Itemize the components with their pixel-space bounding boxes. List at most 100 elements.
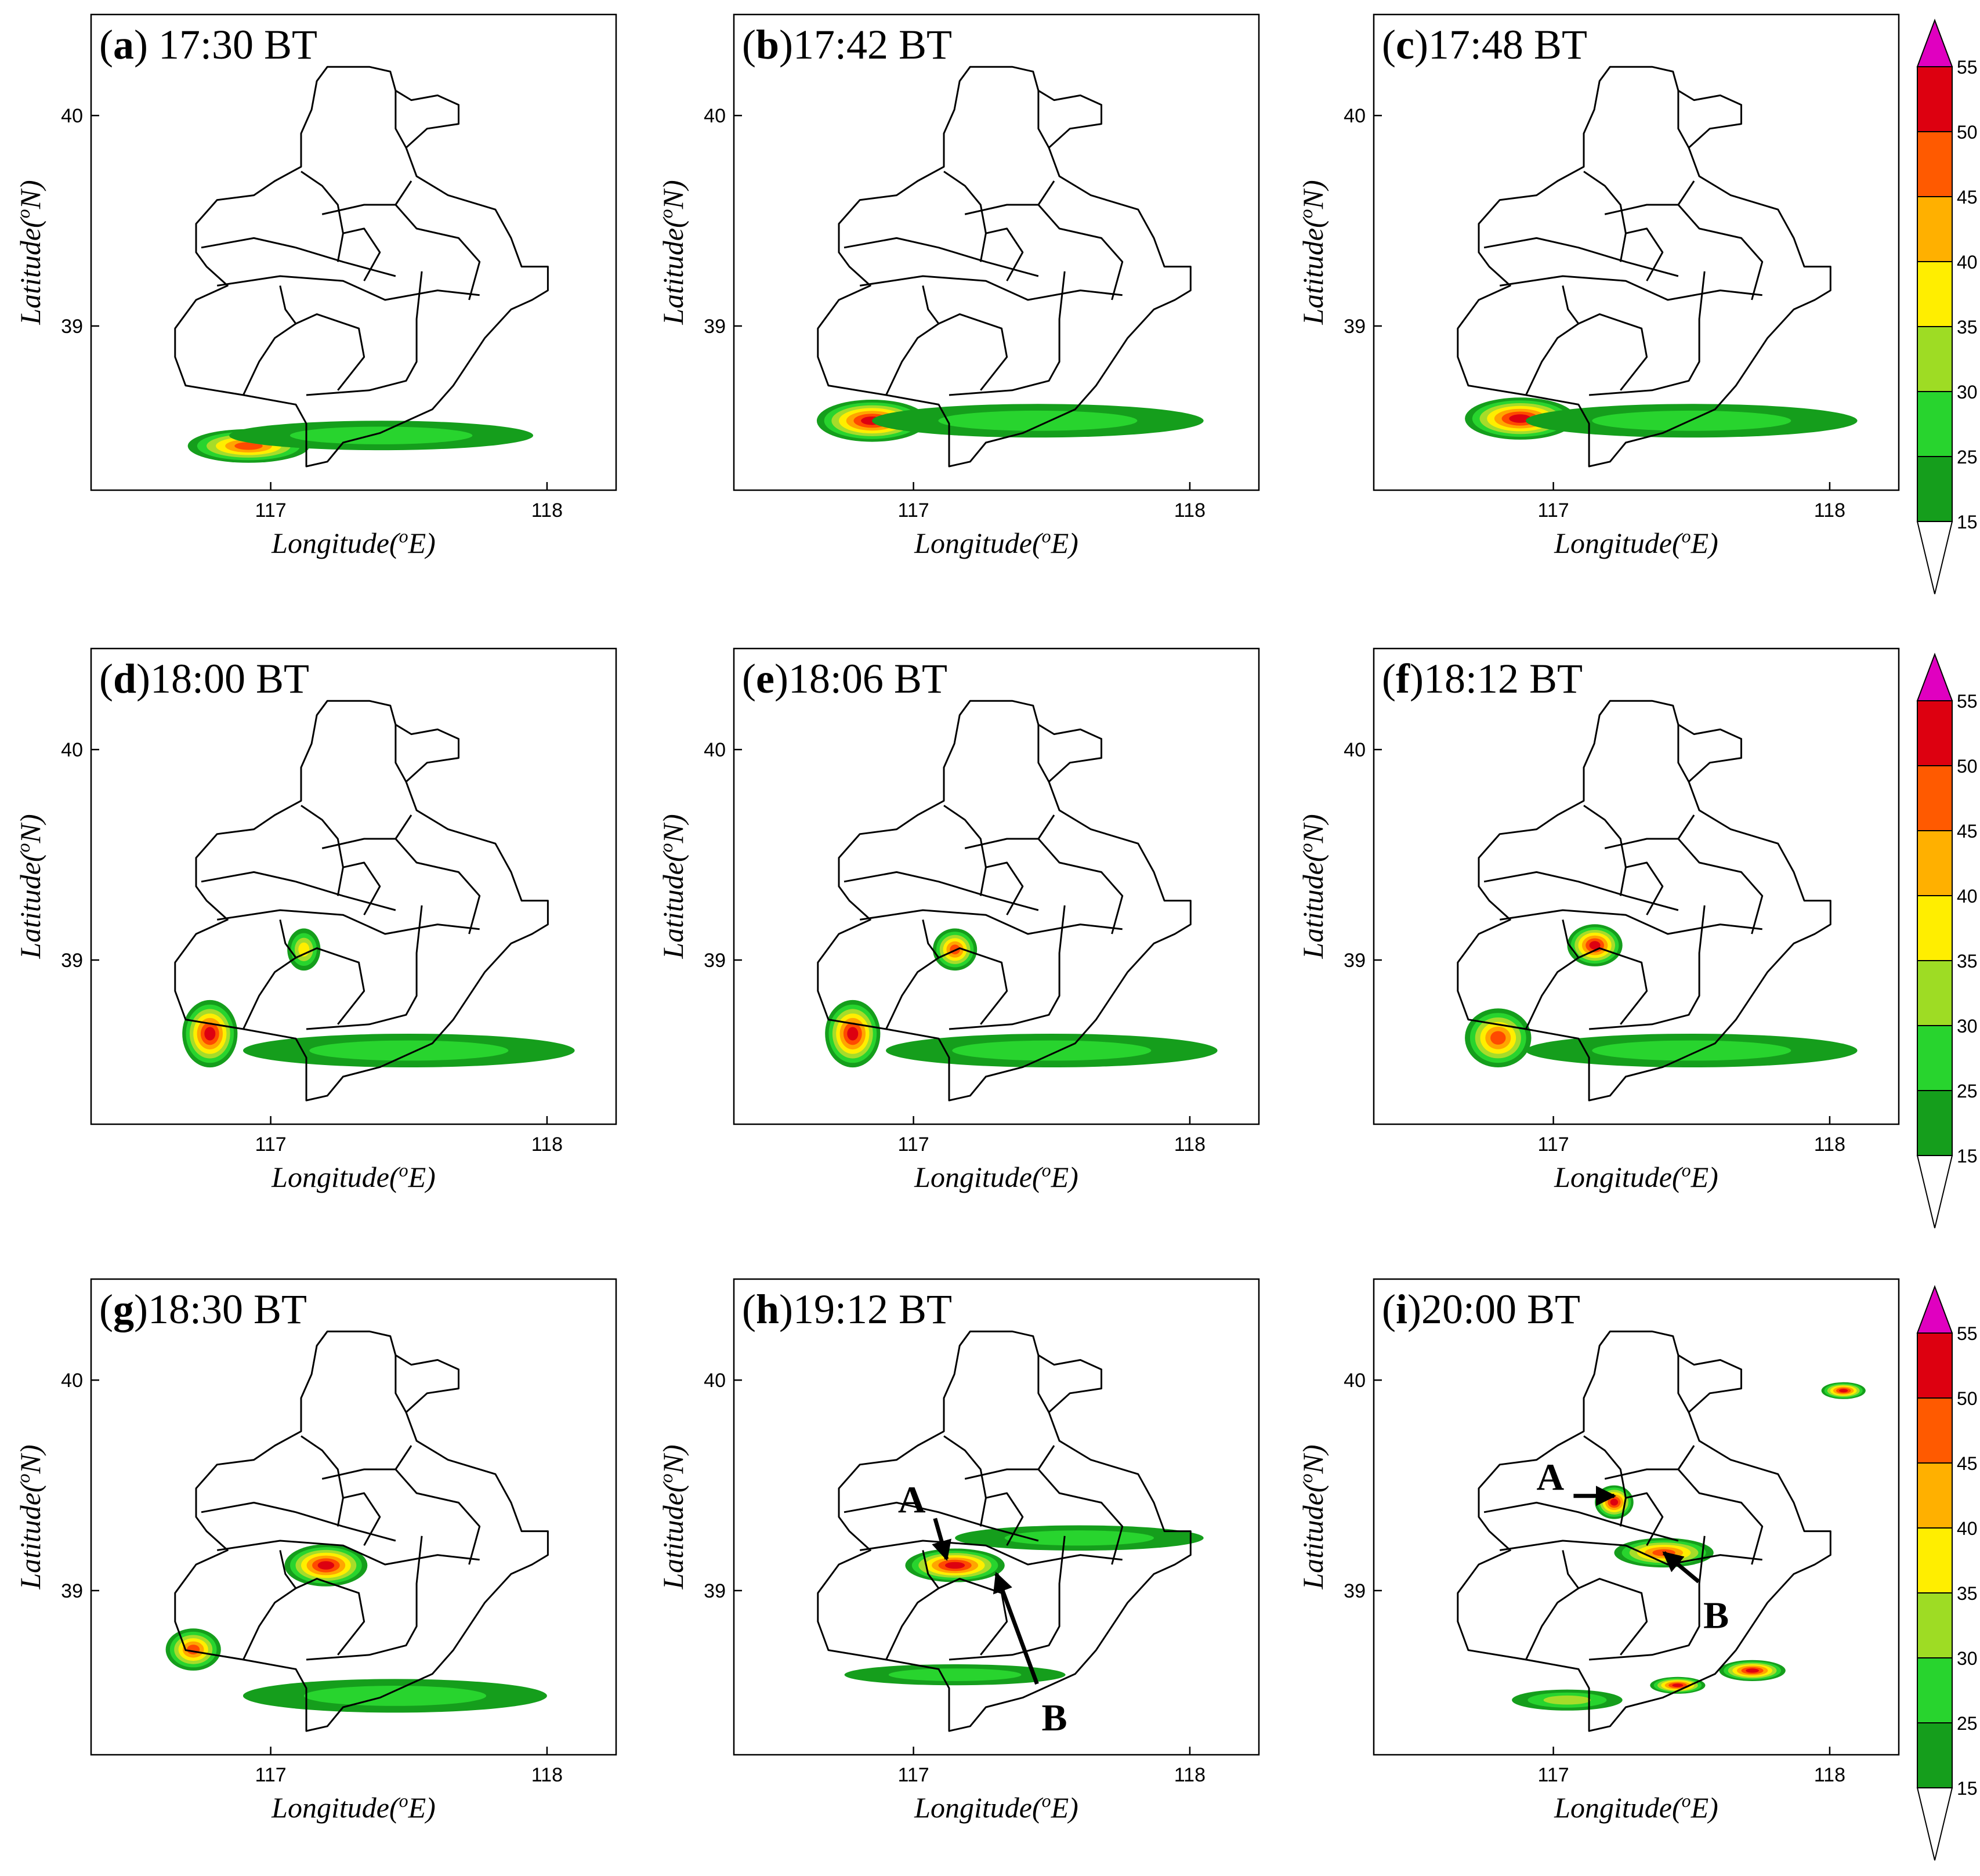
colorbar-group: 55 50 45 40 35 30 25 15 55 50 45 40 35 30 25 15 55 50 45 40… — [1916, 19, 1978, 1861]
inner-boundary-2 — [301, 805, 344, 896]
panel-e: 117 118 39 40 Longitude(oE) Latitude(oN) (e)18… — [656, 647, 1260, 1193]
colorbar-swatch — [1917, 1527, 1953, 1593]
inner-boundary-0 — [216, 909, 480, 935]
colorbar-swatch — [1917, 1090, 1953, 1156]
echo-cell-f2-50 — [1589, 941, 1601, 950]
colorbar-swatch — [1917, 261, 1953, 327]
y-tick-label: 40 — [1344, 1370, 1366, 1392]
colorbar-swatch — [1917, 895, 1953, 961]
x-tick-label: 117 — [1537, 1764, 1569, 1786]
echo-cell-d1-50 — [204, 1027, 216, 1041]
y-axis-title: Latitude(oN) — [13, 1444, 46, 1589]
x-tick-label: 117 — [1537, 1133, 1569, 1156]
x-tick-label: 118 — [531, 1133, 563, 1156]
inner-boundary-0 — [859, 275, 1123, 301]
inner-boundary-6 — [295, 947, 365, 1025]
x-tick-label: 117 — [897, 1133, 929, 1156]
inner-boundary-0 — [216, 275, 480, 301]
x-axis-title: Longitude(oE) — [1554, 1790, 1718, 1824]
colorbar-label: 30 — [1957, 1648, 1978, 1669]
colorbar-swatch — [1917, 830, 1953, 896]
district-boundaries — [174, 66, 549, 468]
inner-boundary-2 — [1583, 171, 1627, 262]
colorbar-label: 55 — [1957, 691, 1978, 712]
colorbar-label: 50 — [1957, 122, 1978, 143]
echo-cell-e3-25 — [952, 1040, 1152, 1061]
panel-letter: b — [756, 21, 779, 68]
inner-boundary-2 — [943, 1435, 987, 1527]
echo-cell-h1-50 — [945, 1562, 965, 1569]
echo-cell-g2-50 — [317, 1561, 335, 1570]
panel-title: (e)18:06 BT — [742, 655, 947, 702]
inner-boundary-5 — [949, 271, 1066, 396]
plot-frame — [1373, 647, 1900, 1125]
inner-boundary-4 — [1037, 838, 1124, 935]
panel-letter: i — [1396, 1286, 1407, 1332]
district-boundaries — [817, 1330, 1192, 1732]
y-tick-label: 40 — [1344, 739, 1366, 761]
colorbar-label: 50 — [1957, 756, 1978, 777]
echo-cell-i3-50 — [1839, 1389, 1848, 1393]
inner-boundary-9 — [1626, 227, 1664, 281]
inner-boundary-6 — [938, 947, 1008, 1025]
echo-cell-f3-25 — [1592, 1040, 1791, 1061]
plot-frame — [90, 13, 617, 491]
panel-letter: f — [1396, 655, 1410, 702]
panel-f: 117 118 39 40 Longitude(oE) Latitude(oN) (f)18… — [1295, 647, 1900, 1193]
inner-boundary-7 — [1525, 1550, 1580, 1660]
inner-boundary-1 — [1483, 1501, 1679, 1542]
panel-title: (f)18:12 BT — [1382, 655, 1583, 702]
inner-boundary-5 — [1588, 271, 1706, 396]
plot-frame — [733, 1278, 1260, 1756]
echo-cell-f1-45 — [1490, 1031, 1506, 1045]
y-tick-label: 39 — [1344, 1580, 1366, 1602]
inner-boundary-6 — [1578, 1578, 1648, 1656]
x-axis-title: Longitude(oE) — [271, 1790, 436, 1824]
y-tick-label: 40 — [704, 105, 726, 127]
colorbar-top-extension — [1916, 1285, 1953, 1334]
x-tick-label: 118 — [1174, 1764, 1206, 1786]
inner-boundary-1 — [201, 1501, 396, 1542]
colorbar-swatch — [1917, 326, 1953, 392]
inner-boundary-7 — [885, 285, 940, 396]
inner-boundary-1 — [844, 237, 1039, 277]
inner-boundary-9 — [1626, 1492, 1664, 1546]
colorbar-label: 55 — [1957, 1323, 1978, 1344]
panel-letter: g — [113, 1286, 134, 1332]
panel-letter: a — [113, 21, 134, 68]
inner-boundary-0 — [216, 1540, 480, 1566]
colorbar-swatch — [1917, 196, 1953, 262]
y-tick-label: 40 — [704, 739, 726, 761]
inner-boundary-1 — [844, 871, 1039, 911]
panel-letter: h — [756, 1286, 779, 1332]
colorbar-row-3: 55 50 45 40 35 30 25 15 — [1916, 1285, 1978, 1861]
inner-boundary-3 — [1677, 725, 1690, 783]
district-boundaries — [817, 700, 1192, 1102]
echo-cell-e1-50 — [847, 1027, 859, 1041]
colorbar-label: 40 — [1957, 252, 1978, 273]
x-axis-title: Longitude(oE) — [1554, 526, 1718, 559]
echo-cell-i6-30 — [1543, 1695, 1591, 1705]
echo-cell-i4-50 — [1746, 1668, 1760, 1673]
colorbar-label: 30 — [1957, 382, 1978, 403]
colorbar-label: 50 — [1957, 1388, 1978, 1409]
echo-cell-i5-50 — [1672, 1683, 1684, 1687]
inner-boundary-6 — [938, 313, 1008, 391]
x-tick-label: 117 — [897, 499, 929, 521]
annotation-arrow-B — [1662, 1551, 1700, 1584]
colorbar-swatch — [1917, 1592, 1953, 1658]
y-axis-title: Latitude(oN) — [656, 1444, 689, 1589]
colorbar-label: 40 — [1957, 886, 1978, 907]
x-axis-title: Longitude(oE) — [914, 1160, 1078, 1193]
y-axis-title: Latitude(oN) — [1295, 180, 1329, 325]
colorbar-bottom-extension — [1916, 521, 1953, 595]
y-tick-label: 39 — [704, 316, 726, 338]
inner-boundary-8 — [964, 180, 1055, 215]
inner-boundary-7 — [885, 1550, 940, 1660]
echo-cell-g3-25 — [303, 1686, 487, 1706]
plot-frame — [733, 13, 1260, 491]
x-tick-label: 117 — [897, 1764, 929, 1786]
y-tick-label: 39 — [1344, 316, 1366, 338]
panel-letter: c — [1396, 21, 1414, 68]
